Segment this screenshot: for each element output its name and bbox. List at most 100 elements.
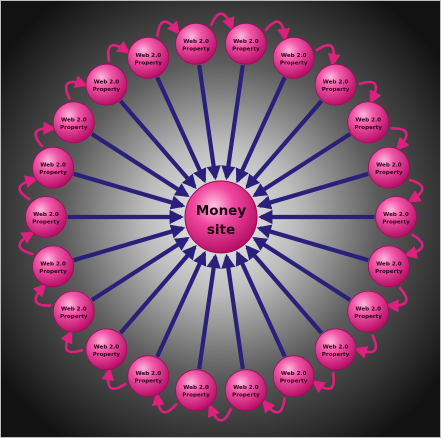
property-node-circle <box>272 36 315 79</box>
property-node-label-line1: Web 2.0 <box>355 117 381 123</box>
link-arrow <box>256 224 369 263</box>
property-node-circle <box>367 146 410 189</box>
property-node-circle <box>272 355 315 398</box>
link-curve <box>358 80 382 105</box>
property-node-label-line2: Property <box>322 352 350 358</box>
property-node-circle <box>32 146 74 189</box>
link-curve <box>64 75 89 100</box>
property-node-label-line1: Web 2.0 <box>94 344 120 350</box>
property-node-label-line1: Web 2.0 <box>183 385 209 391</box>
property-node-label-line2: Property <box>39 269 67 275</box>
property-node: Web 2.0 Property <box>272 355 315 398</box>
property-node-label-line1: Web 2.0 <box>376 261 402 267</box>
property-node-label-line2: Property <box>354 314 382 320</box>
link-curve <box>403 233 424 259</box>
link-curve <box>60 329 84 354</box>
property-node-label-line1: Web 2.0 <box>376 163 402 169</box>
property-node-label-line2: Property <box>32 220 60 226</box>
property-node-label-line2: Property <box>60 125 88 131</box>
link-curve <box>151 392 178 414</box>
property-node-label-line2: Property <box>39 170 67 176</box>
link-curve <box>385 286 408 313</box>
property-node-circle <box>224 22 267 65</box>
property-node-label-line1: Web 2.0 <box>281 53 307 59</box>
link-curve <box>207 403 233 422</box>
property-node-circle <box>52 290 95 333</box>
property-node-label-line2: Property <box>182 393 210 399</box>
property-node-circle <box>175 369 218 412</box>
link-arrow <box>197 64 221 181</box>
property-node-label-line1: Web 2.0 <box>135 53 161 59</box>
property-node-label-line1: Web 2.0 <box>33 212 59 218</box>
property-node-circle <box>224 369 267 412</box>
link-arrow <box>155 76 207 184</box>
property-node-circle <box>314 328 357 371</box>
property-node-label-line2: Property <box>182 46 210 52</box>
link-curve <box>311 372 335 394</box>
link-curves <box>18 12 424 422</box>
property-node: Web 2.0 Property <box>375 196 417 238</box>
property-node-label-line2: Property <box>280 60 308 66</box>
link-arrow <box>221 253 245 370</box>
property-node-label-line1: Web 2.0 <box>323 344 349 350</box>
property-node-label-line1: Web 2.0 <box>383 212 409 218</box>
link-curve <box>261 397 286 414</box>
property-node-label-line1: Web 2.0 <box>183 39 209 45</box>
money-site-label-line1: Money <box>196 203 246 219</box>
link-arrow <box>155 250 207 358</box>
link-arrow <box>252 236 352 302</box>
property-node-label-line2: Property <box>280 379 308 385</box>
link-arrow <box>245 245 324 335</box>
property-node-circle <box>85 328 128 371</box>
link-arrow <box>221 64 245 181</box>
property-node: Web 2.0 Property <box>32 245 74 288</box>
property-node-label-line1: Web 2.0 <box>61 307 87 313</box>
property-node: Web 2.0 Property <box>25 196 67 238</box>
property-node-label-line2: Property <box>375 170 403 176</box>
property-node-label-line2: Property <box>93 352 121 358</box>
link-curve <box>390 127 410 151</box>
link-arrow <box>245 99 324 189</box>
link-curve <box>209 12 235 31</box>
link-curve <box>18 175 39 201</box>
link-curve <box>34 121 57 148</box>
property-node-label-line1: Web 2.0 <box>281 371 307 377</box>
property-node-label-line1: Web 2.0 <box>135 371 161 377</box>
property-node-label-line2: Property <box>135 60 163 66</box>
link-arrow <box>197 253 221 370</box>
property-node-label-line2: Property <box>322 87 350 93</box>
property-node-label-line2: Property <box>375 269 403 275</box>
money-site-circle <box>184 180 258 254</box>
link-arrow <box>73 224 186 263</box>
money-site-node: Money site <box>184 180 258 254</box>
property-node-label-line2: Property <box>382 220 410 226</box>
property-node-label-line1: Web 2.0 <box>40 261 66 267</box>
property-node-label-line1: Web 2.0 <box>355 307 381 313</box>
property-node-label-line1: Web 2.0 <box>61 117 87 123</box>
property-node-circle <box>367 245 410 288</box>
link-curve <box>264 20 291 42</box>
link-curve <box>315 43 341 67</box>
property-node-label-line2: Property <box>232 393 260 399</box>
property-node-label-line2: Property <box>232 46 260 52</box>
link-arrow <box>235 250 287 358</box>
property-node: Web 2.0 Property <box>314 328 357 371</box>
link-arrow <box>73 171 186 210</box>
link-curve <box>101 367 127 391</box>
property-node-label-line1: Web 2.0 <box>94 80 120 86</box>
property-node-circle <box>175 22 218 65</box>
link-arrow <box>118 99 197 189</box>
property-node-label-line1: Web 2.0 <box>323 80 349 86</box>
property-node-label-line1: Web 2.0 <box>40 163 66 169</box>
